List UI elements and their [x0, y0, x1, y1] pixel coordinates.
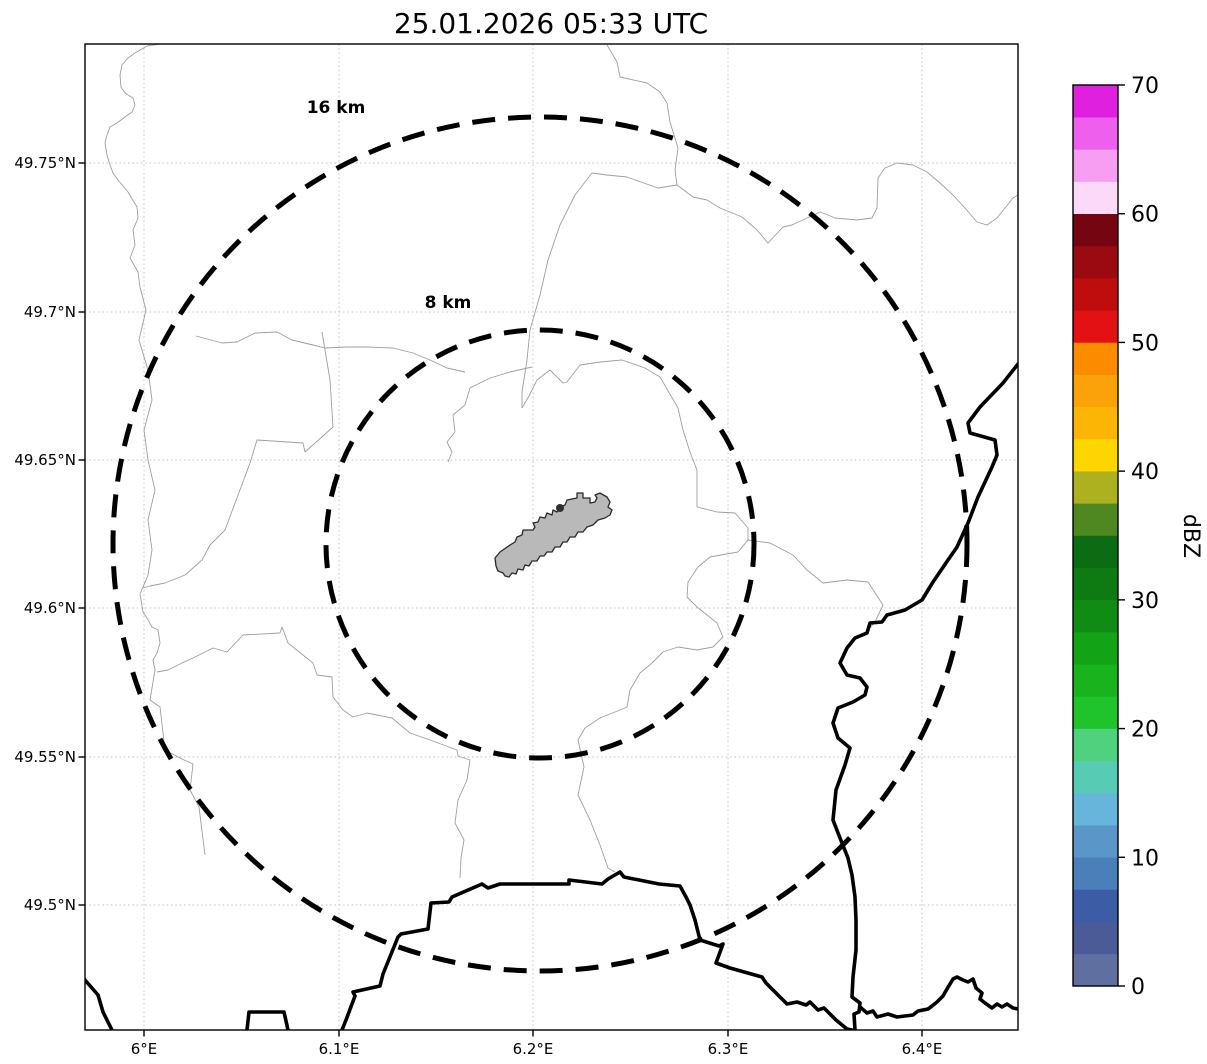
range-ring-label: 8 km — [425, 293, 472, 313]
y-axis-tick-label: 49.7°N — [24, 303, 76, 321]
range-ring-circle — [110, 114, 970, 974]
admin-boundary-line — [104, 44, 206, 856]
colorbar-tick-label: 60 — [1131, 203, 1159, 228]
colorbar-segment — [1073, 116, 1118, 150]
colorbar-segment — [1073, 309, 1118, 343]
colorbar-segment — [1073, 631, 1118, 665]
admin-boundary-line — [606, 44, 679, 186]
colorbar-tick-label: 30 — [1131, 589, 1159, 614]
colorbar-segment — [1073, 792, 1118, 826]
colorbar-layer: 0 10 20 30 40 50 60 70 — [1072, 74, 1159, 1000]
y-axis-tick-label: 49.65°N — [14, 451, 76, 469]
colorbar-segment — [1073, 84, 1118, 118]
colorbar-tick-label: 0 — [1131, 975, 1145, 1000]
country-border-line — [858, 975, 1018, 1019]
range-ring-label: 16 km — [307, 98, 366, 118]
grid-layer — [85, 44, 1018, 1030]
colorbar-segment — [1073, 438, 1118, 472]
colorbar-title: dBZ — [1178, 514, 1203, 558]
admin-boundary-line — [446, 366, 533, 463]
range-ring-layer: 8 km 16 km — [110, 98, 970, 974]
range-ring-circle — [323, 327, 757, 761]
y-axis-tick-label: 49.75°N — [14, 154, 76, 172]
axes-frame-layer: 6°E 6.1°E 6.2°E 6.3°E 6.4°E 49.75°N 49.7°N 49.6… — [14, 43, 1019, 1058]
colorbar-segment — [1073, 245, 1118, 279]
x-axis-tick-label: 6.1°E — [319, 1040, 360, 1058]
admin-boundary-line — [521, 172, 678, 408]
colorbar-segment — [1073, 599, 1118, 633]
colorbar-segment — [1073, 213, 1118, 247]
colorbar-segment — [1073, 824, 1118, 858]
colorbar-outline — [1072, 84, 1119, 987]
admin-boundary-line — [302, 331, 334, 453]
country-border-line — [85, 978, 114, 1030]
admin-boundary-line — [676, 162, 1018, 244]
x-axis-tick-label: 6.4°E — [902, 1040, 943, 1058]
y-axis-tick-label: 49.55°N — [14, 748, 76, 766]
colorbar-tick-label: 50 — [1131, 331, 1159, 356]
colorbar-segment — [1073, 921, 1118, 955]
admin-boundary-line — [142, 439, 304, 589]
colorbar-segment — [1073, 277, 1118, 311]
admin-boundary-line — [521, 359, 749, 540]
colorbar-segment — [1073, 342, 1118, 375]
x-axis-tick-label: 6.2°E — [513, 1040, 554, 1058]
x-axis-tick-label: 6.3°E — [708, 1040, 749, 1058]
country-border-line — [831, 362, 1018, 1030]
colorbar-segment — [1073, 696, 1118, 729]
colorbar-segment — [1073, 503, 1118, 536]
colorbar-tick-label: 10 — [1131, 846, 1159, 871]
colorbar-tick-label: 20 — [1131, 718, 1159, 743]
airport-outline — [494, 492, 613, 578]
colorbar-segment — [1073, 406, 1118, 440]
colorbar-segment — [1073, 181, 1118, 215]
colorbar-segment — [1073, 953, 1118, 987]
y-axis-tick-label: 49.5°N — [24, 896, 76, 914]
colorbar-segment — [1073, 856, 1118, 890]
colorbar-segment — [1073, 470, 1118, 504]
plot-title: 25.01.2026 05:33 UTC — [394, 7, 708, 40]
colorbar-segment — [1073, 149, 1118, 182]
colorbar-segment — [1073, 567, 1118, 601]
admin-boundary-line — [747, 539, 884, 629]
colorbar-segment — [1073, 889, 1118, 922]
y-axis-tick-label: 49.6°N — [24, 599, 76, 617]
admin-boundary-line — [577, 539, 749, 873]
x-axis-tick-label: 6°E — [131, 1040, 158, 1058]
country-border-line — [340, 870, 854, 1030]
colorbar-segment — [1073, 760, 1118, 794]
map-layer — [85, 44, 1018, 1030]
colorbar-tick-label: 40 — [1131, 460, 1159, 485]
admin-boundary-line — [195, 331, 466, 373]
colorbar-tick-label: 70 — [1131, 74, 1159, 99]
axes-frame — [84, 43, 1019, 1031]
admin-boundary-line — [156, 626, 471, 879]
country-border-line — [245, 1010, 290, 1030]
colorbar-segment — [1073, 374, 1118, 408]
radar-site-marker — [556, 504, 564, 512]
colorbar-segment — [1073, 663, 1118, 697]
colorbar-segment — [1073, 728, 1118, 762]
colorbar-segment — [1073, 535, 1118, 568]
